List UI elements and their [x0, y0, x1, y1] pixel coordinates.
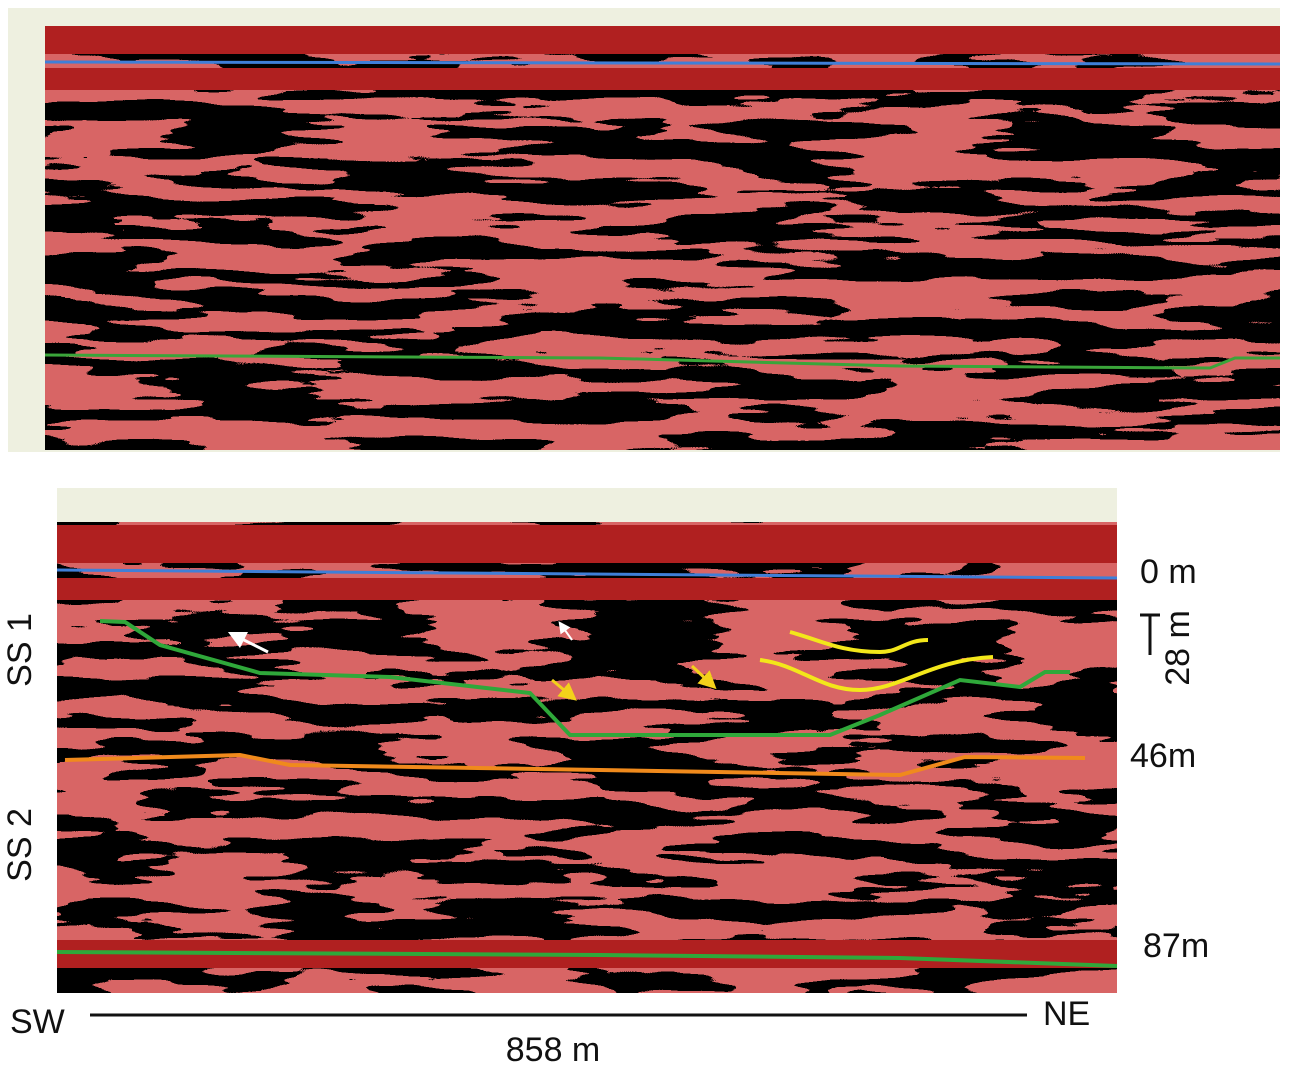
radargram — [57, 522, 1117, 993]
unit-label: SS 2 — [1, 808, 39, 882]
arrow — [558, 621, 573, 641]
arrow — [690, 664, 717, 690]
direction-end: NE — [1043, 995, 1090, 1033]
green-horizon — [56, 950, 1118, 968]
green-horizon — [44, 353, 1280, 370]
radargram — [45, 26, 1280, 450]
scale-label: 858 m — [506, 1031, 601, 1065]
band — [57, 578, 1117, 600]
direction-start: SW — [10, 1003, 65, 1041]
band — [45, 68, 1280, 90]
top-panel — [8, 8, 1281, 452]
depth-label: 0 m — [1140, 553, 1197, 591]
unit-label: SS 1 — [1, 613, 39, 687]
orange-boundary — [64, 752, 1086, 778]
depth-label: 46m — [1130, 737, 1196, 775]
bottom-panel — [56, 488, 1118, 993]
blue-horizon — [56, 568, 1118, 580]
arrow — [551, 678, 577, 701]
surface-band — [45, 26, 1280, 54]
surface-band — [57, 525, 1117, 563]
green-channel-base — [99, 619, 1070, 737]
arrow — [227, 631, 269, 654]
yellow-reflector — [789, 630, 929, 655]
blue-horizon — [44, 60, 1281, 66]
depth-label: 87m — [1143, 927, 1209, 965]
depth-label: 28 m — [1159, 610, 1197, 686]
yellow-reflector — [759, 655, 994, 693]
